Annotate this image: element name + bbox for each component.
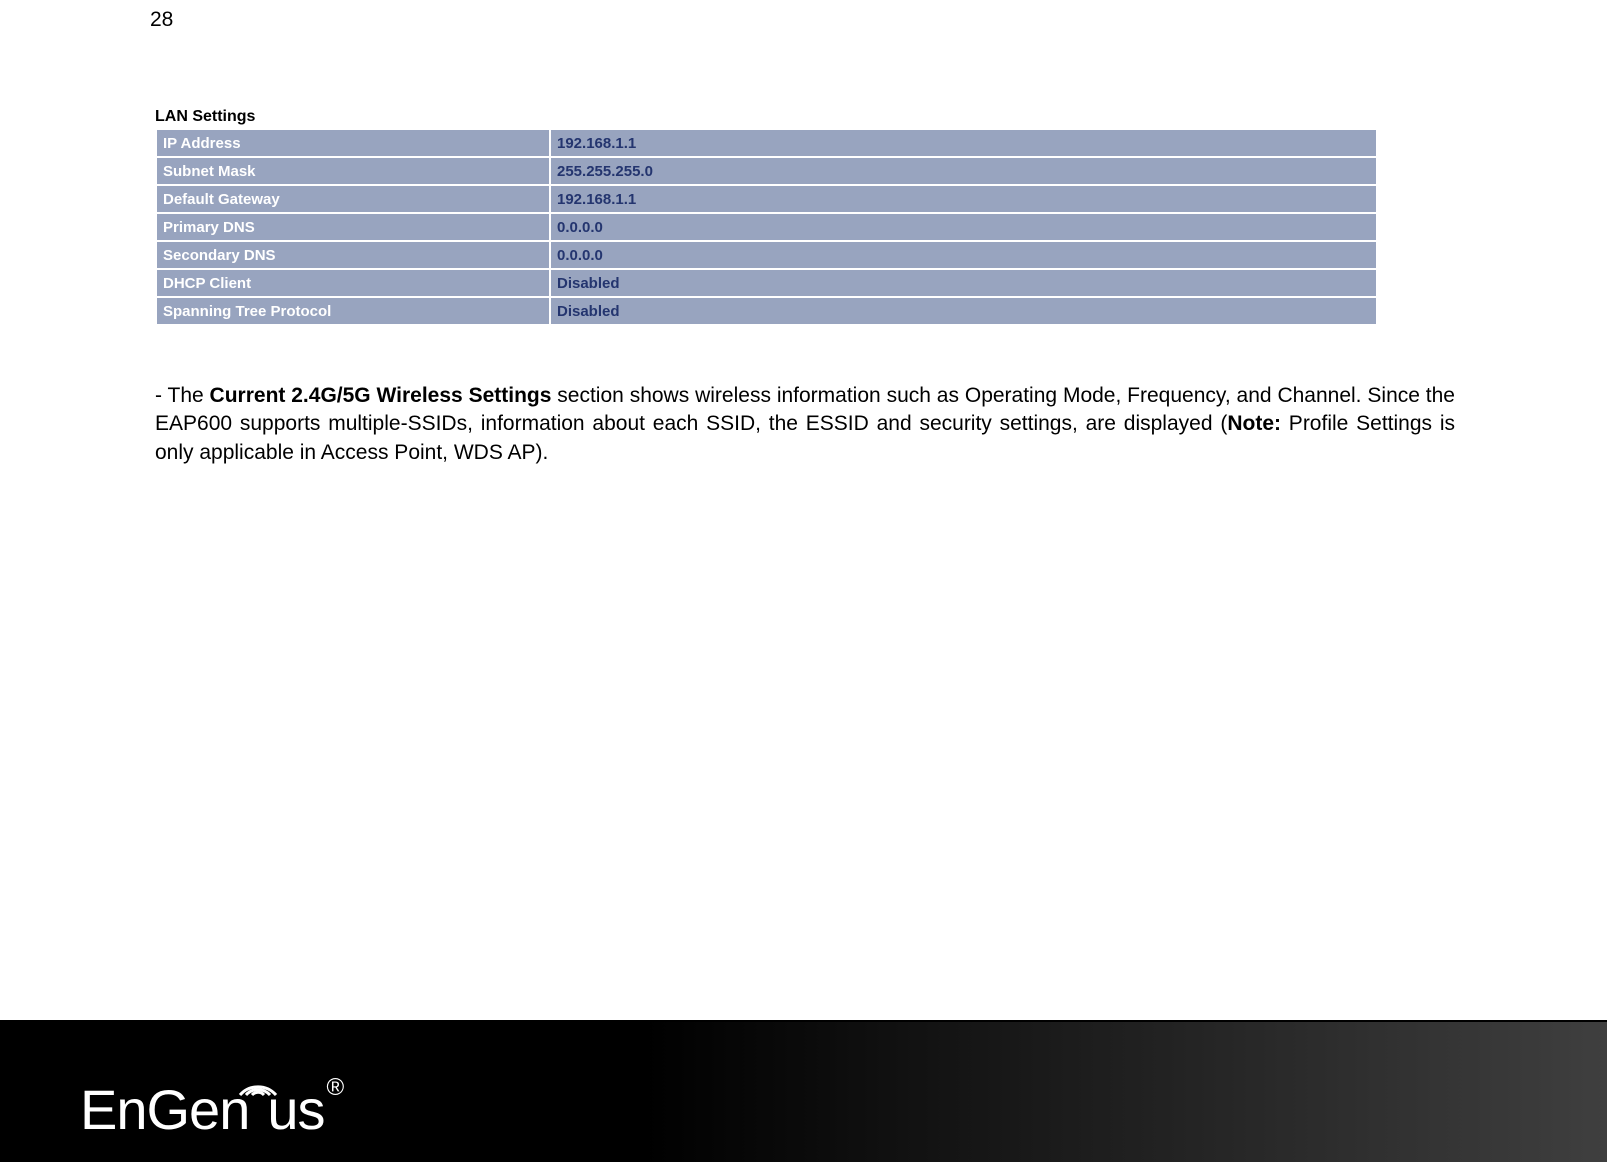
page-number: 28 xyxy=(150,8,173,32)
row-label: Primary DNS xyxy=(157,214,549,240)
row-value: 0.0.0.0 xyxy=(551,214,1376,240)
table-row: Spanning Tree ProtocolDisabled xyxy=(157,298,1376,324)
engenius-logo: EnGen i us® xyxy=(80,1077,341,1142)
table-row: DHCP ClientDisabled xyxy=(157,270,1376,296)
lan-settings-title: LAN Settings xyxy=(155,108,1455,126)
lan-settings-table: IP Address192.168.1.1Subnet Mask255.255.… xyxy=(155,128,1378,326)
wifi-icon xyxy=(236,1065,280,1101)
logo-registered: ® xyxy=(327,1074,344,1101)
table-row: Primary DNS0.0.0.0 xyxy=(157,214,1376,240)
row-value: 192.168.1.1 xyxy=(551,186,1376,212)
row-label: Default Gateway xyxy=(157,186,549,212)
row-label: Subnet Mask xyxy=(157,158,549,184)
table-row: Secondary DNS0.0.0.0 xyxy=(157,242,1376,268)
logo-part-1: EnGen xyxy=(80,1078,249,1141)
table-row: IP Address192.168.1.1 xyxy=(157,130,1376,156)
row-value: Disabled xyxy=(551,298,1376,324)
footer-bar: EnGen i us® xyxy=(0,1020,1607,1162)
row-label: DHCP Client xyxy=(157,270,549,296)
para-prefix: - The xyxy=(155,384,210,407)
para-bold-1: Current 2.4G/5G Wireless Settings xyxy=(210,384,552,407)
row-label: IP Address xyxy=(157,130,549,156)
row-value: 255.255.255.0 xyxy=(551,158,1376,184)
table-row: Subnet Mask255.255.255.0 xyxy=(157,158,1376,184)
row-label: Secondary DNS xyxy=(157,242,549,268)
table-row: Default Gateway192.168.1.1 xyxy=(157,186,1376,212)
row-value: Disabled xyxy=(551,270,1376,296)
description-paragraph: - The Current 2.4G/5G Wireless Settings … xyxy=(155,382,1455,467)
row-label: Spanning Tree Protocol xyxy=(157,298,549,324)
row-value: 192.168.1.1 xyxy=(551,130,1376,156)
logo-text: EnGen i us® xyxy=(80,1078,341,1141)
content-area: LAN Settings IP Address192.168.1.1Subnet… xyxy=(155,108,1455,467)
row-value: 0.0.0.0 xyxy=(551,242,1376,268)
para-bold-2: Note: xyxy=(1227,412,1281,435)
